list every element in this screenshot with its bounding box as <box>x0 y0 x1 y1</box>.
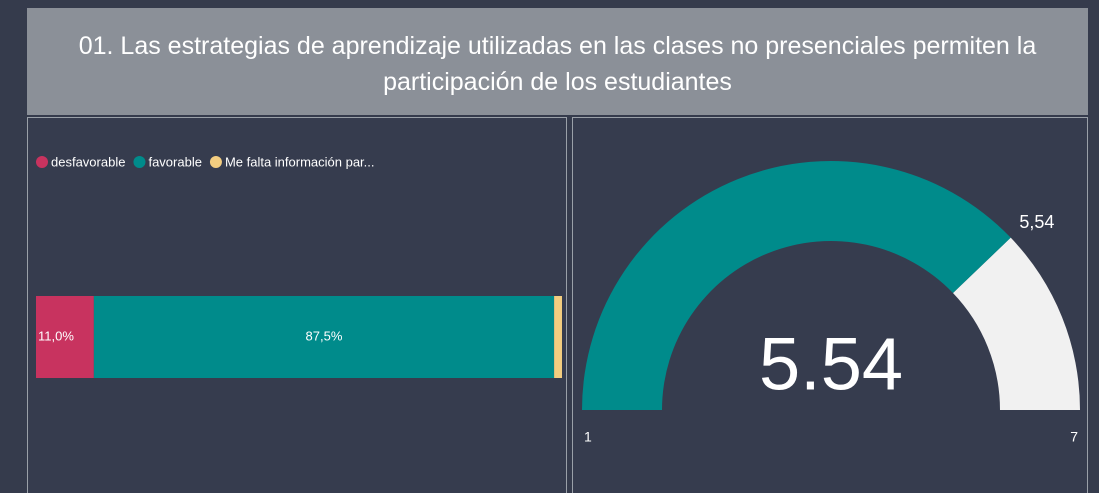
data-label: 87,5% <box>306 328 343 343</box>
gauge-callout: 5.54 <box>759 323 903 406</box>
data-label: 11,0% <box>38 328 74 343</box>
legend-marker <box>209 156 222 168</box>
legend-label: Me falta información par... <box>225 154 375 169</box>
legend-label: favorable <box>148 154 201 169</box>
gauge-max-label: 7 <box>1070 429 1078 445</box>
gauge-value-label: 5,54 <box>1019 212 1054 232</box>
legend-label: desfavorable <box>51 154 125 169</box>
gauge-value <box>582 160 1011 410</box>
page-title: 01. Las estrategias de aprendizaje utili… <box>27 8 1088 115</box>
gauge-track <box>952 237 1080 410</box>
legend-marker <box>36 156 48 168</box>
bar-segment <box>93 296 555 378</box>
gauge-min-label: 1 <box>584 429 592 445</box>
legend-marker <box>133 156 146 168</box>
bar-segment <box>554 296 562 378</box>
bar-segment <box>36 296 94 378</box>
